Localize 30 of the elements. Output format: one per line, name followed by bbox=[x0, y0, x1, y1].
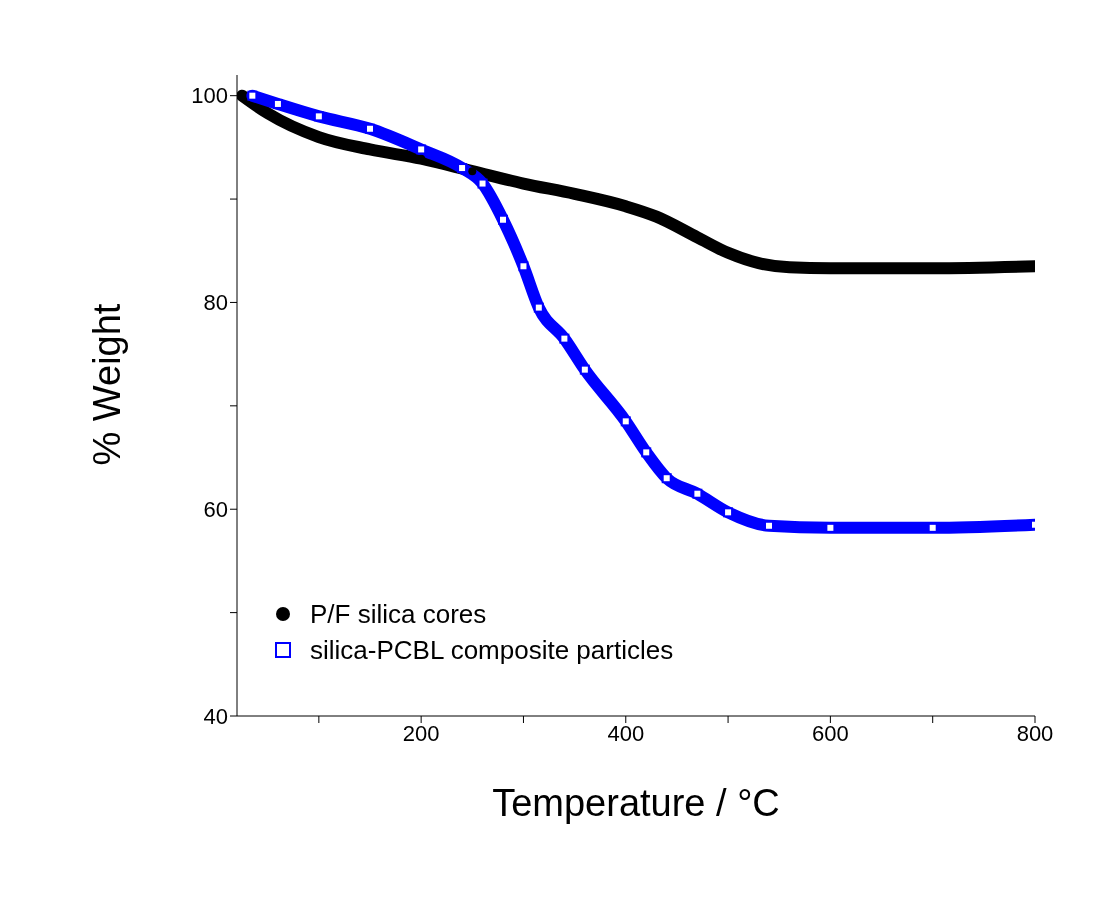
point bbox=[457, 163, 468, 174]
point bbox=[723, 507, 734, 518]
x-tick-label: 200 bbox=[402, 720, 440, 746]
point bbox=[272, 98, 283, 109]
y-tick-label: 100 bbox=[191, 83, 228, 109]
x-tick-label: 600 bbox=[812, 720, 849, 746]
legend-label: silica-PCBL composite particles bbox=[310, 634, 674, 667]
point bbox=[620, 416, 631, 427]
point bbox=[579, 364, 590, 375]
y-tick-label: 80 bbox=[203, 290, 228, 316]
point bbox=[416, 144, 427, 155]
point bbox=[518, 261, 529, 272]
point bbox=[468, 167, 477, 176]
point bbox=[247, 90, 258, 101]
x-axis-title: Temperature / °C bbox=[492, 782, 780, 824]
point bbox=[559, 333, 570, 344]
y-tick-label: 60 bbox=[203, 497, 228, 523]
point bbox=[533, 302, 544, 313]
point bbox=[477, 178, 488, 189]
point bbox=[641, 447, 652, 458]
point bbox=[498, 214, 508, 225]
x-tick-label: 400 bbox=[607, 720, 645, 746]
y-tick-label: 40 bbox=[203, 703, 228, 729]
y-axis-title: % Weight bbox=[86, 303, 129, 466]
x-tick-label: 800 bbox=[1016, 720, 1054, 746]
point bbox=[313, 111, 324, 122]
point bbox=[365, 123, 375, 134]
point bbox=[692, 488, 703, 499]
point bbox=[661, 473, 672, 484]
legend-label: P/F silica cores bbox=[310, 598, 487, 631]
